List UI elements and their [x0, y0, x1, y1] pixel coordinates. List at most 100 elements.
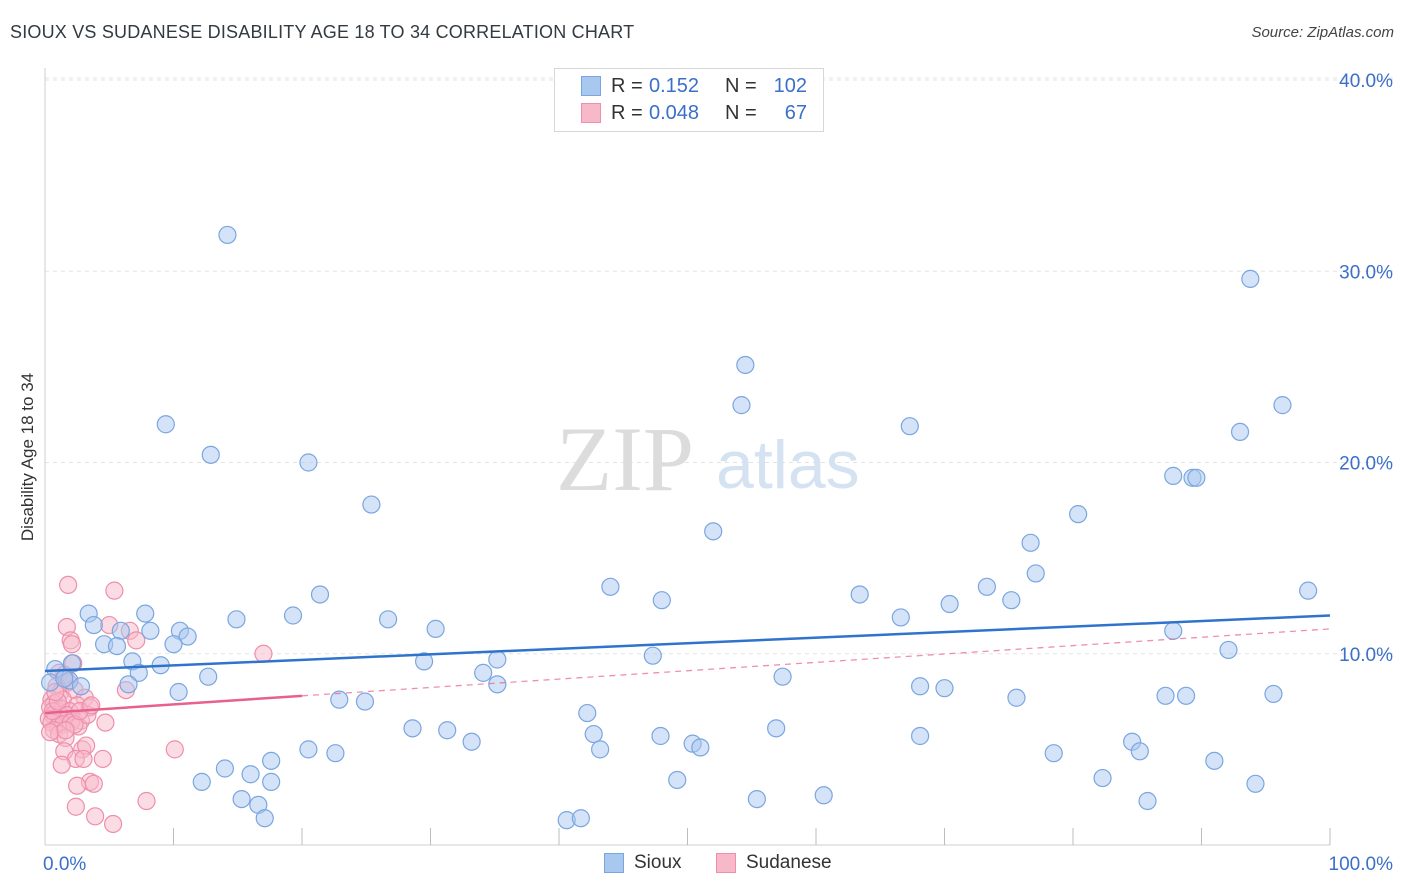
sioux-point — [850, 585, 869, 604]
sudanese-swatch — [581, 103, 601, 123]
sioux-point — [601, 577, 620, 596]
n-value: 102 — [773, 74, 807, 97]
stats-row-sioux: R = 0.152 N = 102 — [581, 73, 807, 99]
sioux-point — [643, 646, 662, 665]
sioux-point — [1205, 751, 1224, 770]
sioux-point — [1273, 396, 1292, 415]
grid-lines — [45, 77, 1395, 655]
sioux-point — [1021, 533, 1040, 552]
sioux-point — [218, 225, 237, 245]
stats-row-sudanese: R = 0.048 N = 67 — [581, 100, 807, 126]
sioux-point — [129, 663, 148, 682]
sioux-point — [299, 453, 318, 472]
sioux-point — [1164, 621, 1183, 640]
r-value: 0.152 — [649, 74, 700, 97]
sudanese-point — [93, 749, 112, 769]
sioux-point — [1219, 640, 1238, 660]
sioux-point — [1187, 468, 1206, 487]
sioux-point — [1044, 744, 1063, 763]
sioux-point — [1069, 505, 1088, 524]
sioux-point — [299, 740, 318, 759]
legend-item-sudanese[interactable]: Sudanese — [716, 852, 832, 874]
sioux-points — [41, 225, 1318, 830]
sioux-point — [403, 719, 422, 738]
sioux-point — [262, 772, 281, 791]
sioux-point — [591, 740, 610, 759]
axes — [44, 68, 1331, 846]
sioux-point — [232, 789, 251, 809]
watermark-zip: ZIP — [556, 408, 694, 510]
sudanese-point — [41, 723, 60, 742]
sudanese-trend-line — [44, 694, 303, 715]
sioux-point — [330, 690, 349, 709]
sioux-point — [119, 675, 138, 694]
sioux-swatch — [581, 76, 601, 96]
sioux-point — [1264, 684, 1283, 704]
n-label: N = — [725, 101, 757, 124]
x-tick-label: 100.0% — [1329, 854, 1394, 875]
sioux-point — [215, 759, 234, 778]
sioux-point — [571, 809, 590, 828]
sudanese-point — [66, 797, 85, 816]
sioux-point — [900, 417, 919, 436]
trend-lines — [44, 614, 1331, 715]
legend-label-sioux: Sioux — [634, 852, 682, 873]
stats-legend: R = 0.152 N = 102 R = 0.048 N = 67 — [554, 68, 824, 132]
r-label: R = — [611, 74, 643, 97]
chart-title: SIOUX VS SUDANESE DISABILITY AGE 18 TO 3… — [10, 22, 635, 42]
sioux-point — [977, 577, 997, 596]
sioux-point — [584, 724, 603, 744]
sioux-point — [178, 627, 197, 646]
sioux-point — [1164, 466, 1183, 485]
sioux-point — [1241, 269, 1260, 288]
sioux-point — [1007, 688, 1026, 707]
sioux-point — [426, 619, 445, 638]
sioux-point — [891, 608, 910, 627]
sioux-point — [241, 765, 260, 784]
sioux-point — [814, 786, 833, 805]
sioux-point — [1026, 564, 1045, 583]
sioux-point — [1246, 774, 1265, 793]
y-tick-label: 20.0% — [1339, 454, 1393, 475]
sioux-point — [55, 669, 74, 688]
sioux-point — [474, 663, 493, 682]
sioux-point — [1230, 422, 1250, 441]
sioux-point — [488, 675, 507, 694]
y-tick-label: 30.0% — [1339, 262, 1393, 283]
r-value: 0.048 — [649, 101, 700, 124]
sudanese-point — [59, 575, 78, 595]
sioux-point — [326, 744, 345, 763]
sioux-point — [355, 692, 375, 711]
sudanese-point — [74, 749, 93, 769]
legend-label-sudanese: Sudanese — [746, 852, 832, 873]
sioux-point — [136, 604, 155, 623]
sudanese-point — [104, 814, 123, 834]
legend-item-sioux[interactable]: Sioux — [604, 852, 682, 874]
sioux-point — [378, 610, 398, 629]
sioux-point — [414, 652, 434, 671]
sudanese-point — [62, 635, 82, 654]
sioux-point — [201, 445, 220, 464]
sioux-point — [691, 738, 710, 757]
sioux-point — [747, 789, 766, 809]
sudanese-point — [52, 755, 71, 774]
sioux-point — [438, 721, 457, 740]
watermark-atlas: atlas — [716, 427, 860, 503]
sioux-point — [651, 726, 670, 746]
sioux-point — [283, 606, 303, 625]
sioux-point — [652, 591, 671, 610]
y-tick-label: 10.0% — [1339, 645, 1393, 666]
sioux-point — [362, 495, 381, 514]
sioux-point — [255, 809, 274, 828]
sioux-point — [262, 751, 281, 770]
sioux-point — [940, 594, 959, 614]
sioux-point — [732, 396, 751, 415]
sioux-point — [773, 667, 792, 686]
sioux-point — [488, 650, 507, 669]
sioux-point — [156, 415, 175, 434]
x-tick-label: 0.0% — [43, 854, 86, 875]
watermark: ZIP atlas — [556, 408, 860, 510]
sioux-point — [199, 667, 218, 686]
sioux-point — [1156, 686, 1175, 705]
